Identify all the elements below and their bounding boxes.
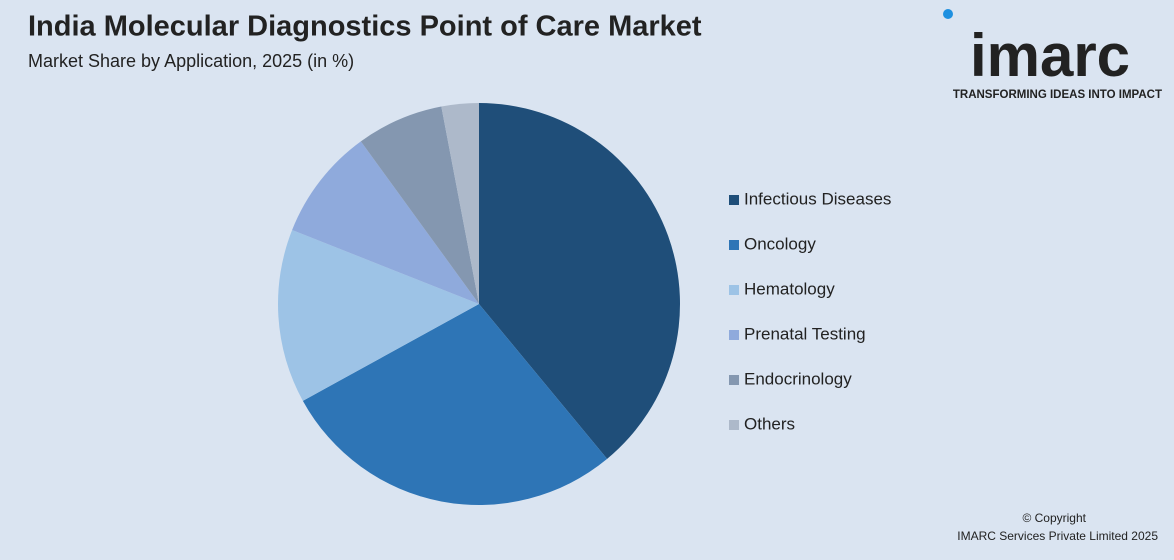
legend-swatch — [729, 420, 739, 430]
legend-label: Prenatal Testing — [744, 324, 866, 343]
pie-slice — [302, 304, 608, 505]
chart-title: India Molecular Diagnostics Point of Car… — [28, 11, 702, 43]
legend-label: Others — [744, 414, 795, 433]
legend-label: Hematology — [744, 279, 835, 298]
legend-label: Endocrinology — [744, 369, 852, 388]
pie-slice — [479, 103, 680, 459]
legend-swatch — [729, 375, 739, 385]
copyright: © Copyright — [1022, 511, 1086, 525]
logo-dot — [943, 9, 953, 19]
legend-swatch — [729, 240, 739, 250]
chart-subtitle: Market Share by Application, 2025 (in %) — [28, 51, 354, 71]
legend-swatch — [729, 285, 739, 295]
legend-label: Infectious Diseases — [744, 189, 891, 208]
legend-swatch — [729, 330, 739, 340]
legend-swatch — [729, 195, 739, 205]
pie-slice — [441, 103, 479, 304]
copyright: IMARC Services Private Limited 2025 — [957, 529, 1158, 543]
pie-slice — [278, 230, 479, 401]
logo: imarc — [970, 22, 1130, 89]
pie-slice — [360, 106, 479, 304]
legend-label: Oncology — [744, 234, 816, 253]
pie-slice — [292, 141, 479, 304]
logo-tagline: TRANSFORMING IDEAS INTO IMPACT — [953, 89, 1162, 101]
